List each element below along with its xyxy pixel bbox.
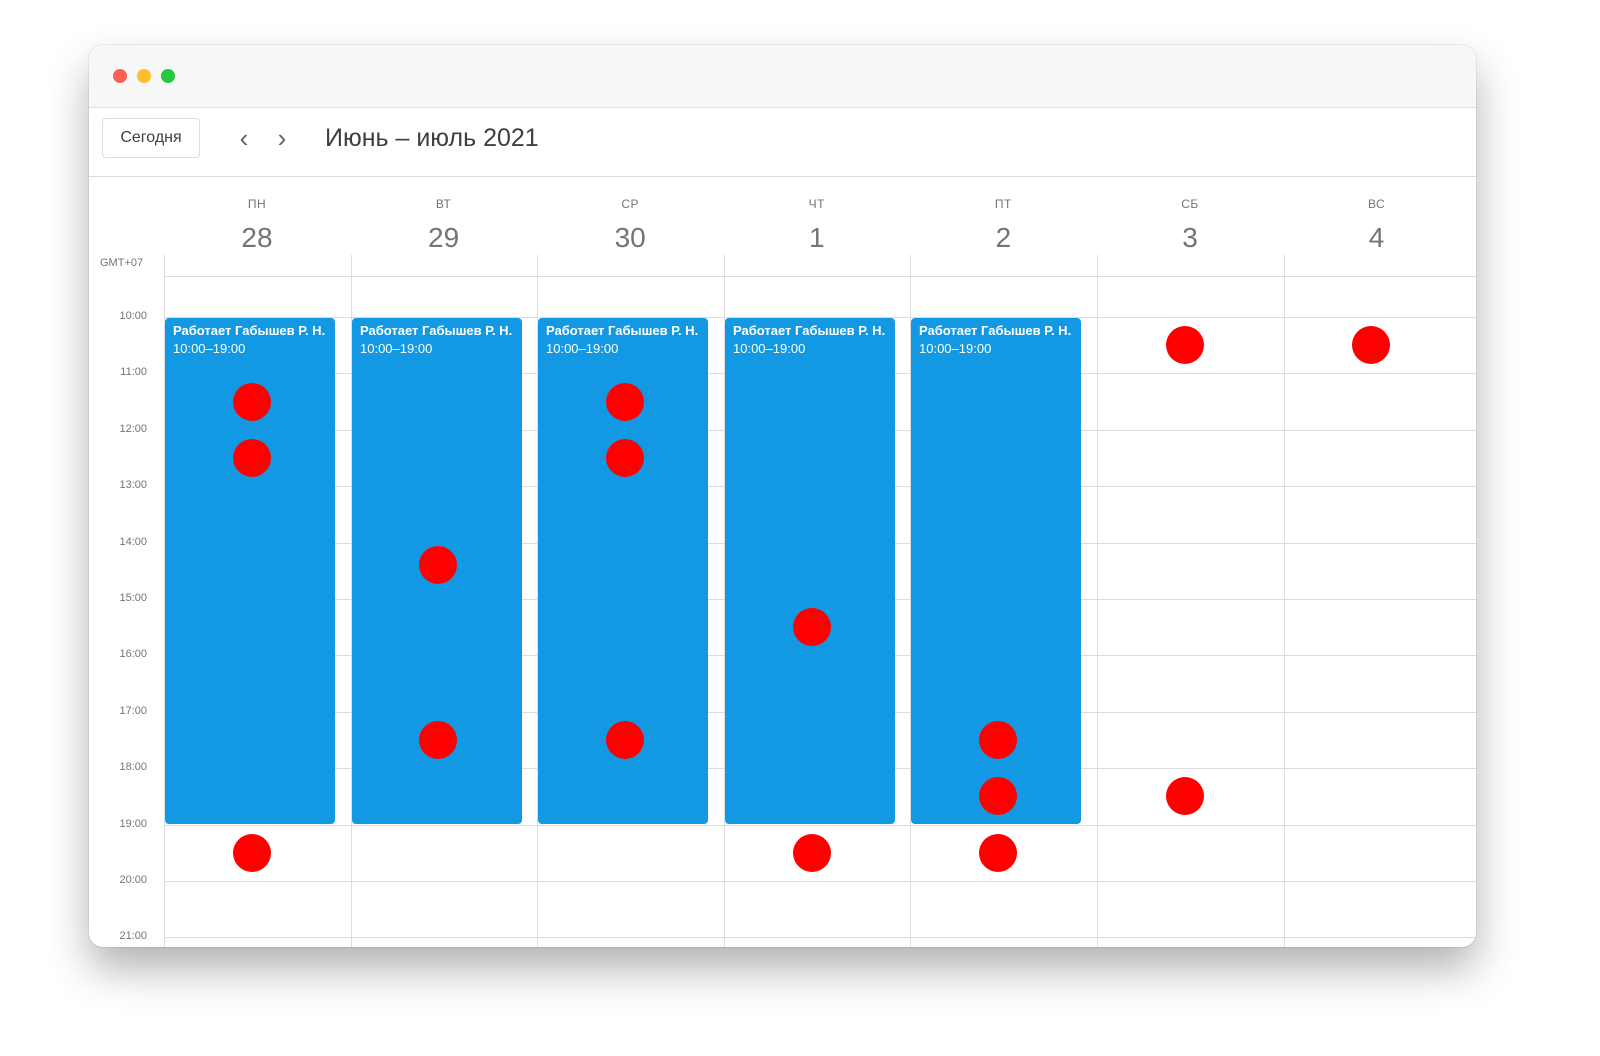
close-window-button[interactable] bbox=[113, 69, 127, 83]
day-column-divider bbox=[1284, 255, 1285, 947]
red-dot-marker bbox=[233, 383, 271, 421]
period-title: Июнь – июль 2021 bbox=[325, 124, 539, 152]
hour-label: 17:00 bbox=[119, 705, 147, 717]
day-number[interactable]: 28 bbox=[241, 222, 273, 253]
day-of-week-label: ВТ bbox=[435, 197, 452, 211]
red-dot-marker bbox=[1352, 326, 1390, 364]
event-title: Работает Габышев Р. Н. bbox=[919, 323, 1072, 338]
hour-label: 20:00 bbox=[119, 874, 147, 886]
day-column-divider bbox=[1097, 255, 1098, 947]
event-time: 10:00–19:00 bbox=[173, 341, 246, 356]
day-column-divider bbox=[910, 255, 911, 947]
day-number[interactable]: 1 bbox=[809, 222, 825, 253]
red-dot-marker bbox=[606, 383, 644, 421]
day-of-week-label: СБ bbox=[1181, 197, 1199, 211]
day-number[interactable]: 2 bbox=[995, 222, 1012, 253]
red-dot-marker bbox=[606, 721, 644, 759]
day-of-week-label: ПН bbox=[247, 197, 267, 211]
hour-label: 16:00 bbox=[119, 648, 147, 660]
minimize-window-button[interactable] bbox=[137, 69, 151, 83]
hour-label: 18:00 bbox=[119, 761, 147, 773]
day-column-divider bbox=[537, 255, 538, 947]
event-title: Работает Габышев Р. Н. bbox=[546, 323, 699, 338]
maximize-window-button[interactable] bbox=[161, 69, 175, 83]
red-dot-marker bbox=[979, 777, 1017, 815]
timezone-label: GMT+07 bbox=[100, 257, 144, 269]
calendar-window: Сегодня ‹ › Июнь – июль 2021 GMT+07 ПН 28… bbox=[89, 45, 1476, 947]
day-of-week-label: ЧТ bbox=[808, 197, 825, 211]
day-number[interactable]: 30 bbox=[614, 222, 646, 253]
hour-label: 14:00 bbox=[119, 536, 147, 548]
event-title: Работает Габышев Р. Н. bbox=[173, 323, 326, 338]
hour-label: 19:00 bbox=[119, 818, 147, 830]
day-of-week-label: СР bbox=[621, 197, 640, 211]
day-of-week-label: ПТ bbox=[994, 197, 1012, 211]
red-dot-marker bbox=[793, 608, 831, 646]
hour-label: 13:00 bbox=[119, 479, 147, 491]
red-dot-marker bbox=[793, 834, 831, 872]
red-dot-marker bbox=[979, 721, 1017, 759]
red-dot-marker bbox=[1166, 326, 1204, 364]
red-dot-marker bbox=[606, 439, 644, 477]
event-time: 10:00–19:00 bbox=[919, 341, 992, 356]
hour-gridline bbox=[164, 937, 1476, 938]
hour-gridline bbox=[164, 317, 1476, 318]
chevron-left-icon[interactable]: ‹ bbox=[239, 123, 249, 153]
hour-label: 11:00 bbox=[120, 366, 147, 378]
day-column-divider bbox=[724, 255, 725, 947]
event-time: 10:00–19:00 bbox=[546, 341, 619, 356]
hour-gridline bbox=[164, 825, 1476, 826]
red-dot-marker bbox=[233, 439, 271, 477]
day-column-divider bbox=[351, 255, 352, 947]
hour-label: 15:00 bbox=[119, 592, 147, 604]
day-number[interactable]: 29 bbox=[428, 222, 460, 253]
work-shift-event[interactable]: Работает Габышев Р. Н. 10:00–19:00 bbox=[538, 318, 708, 824]
day-number[interactable]: 3 bbox=[1182, 222, 1198, 253]
hour-gridline bbox=[164, 881, 1476, 882]
day-column-divider bbox=[164, 255, 165, 947]
red-dot-marker bbox=[419, 546, 457, 584]
hour-label: 21:00 bbox=[119, 930, 147, 942]
calendar-toolbar: Сегодня ‹ › Июнь – июль 2021 bbox=[89, 108, 1476, 177]
chevron-right-icon[interactable]: › bbox=[277, 123, 287, 153]
event-title: Работает Габышев Р. Н. bbox=[733, 323, 886, 338]
work-shift-event[interactable]: Работает Габышев Р. Н. 10:00–19:00 bbox=[725, 318, 895, 824]
header-divider bbox=[164, 276, 1476, 277]
red-dot-marker bbox=[1166, 777, 1204, 815]
day-of-week-label: ВС bbox=[1367, 197, 1386, 211]
day-number[interactable]: 4 bbox=[1368, 222, 1385, 253]
event-title: Работает Габышев Р. Н. bbox=[360, 323, 513, 338]
event-time: 10:00–19:00 bbox=[360, 341, 433, 356]
hour-label: 12:00 bbox=[119, 423, 147, 435]
red-dot-marker bbox=[233, 834, 271, 872]
red-dot-marker bbox=[419, 721, 457, 759]
hour-label: 10:00 bbox=[119, 310, 147, 322]
event-time: 10:00–19:00 bbox=[733, 341, 806, 356]
today-button[interactable]: Сегодня bbox=[102, 118, 200, 158]
red-dot-marker bbox=[979, 834, 1017, 872]
title-bar bbox=[89, 45, 1476, 108]
week-grid: GMT+07 ПН 28 ВТ 29 СР 30 ЧТ 1 ПТ 2 СБ 3 ВС 4 10:00 11:0… bbox=[89, 177, 1476, 947]
